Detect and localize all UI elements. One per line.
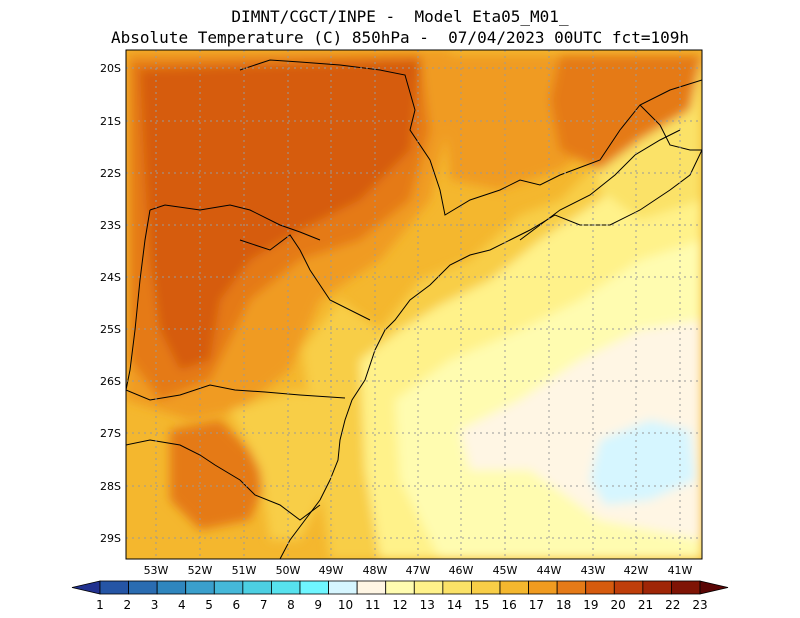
colorbar-label: 21 bbox=[638, 598, 653, 612]
lat-label: 25S bbox=[100, 323, 121, 336]
border-sc-rs bbox=[126, 439, 321, 521]
lat-label: 29S bbox=[100, 532, 121, 545]
lon-label: 43W bbox=[581, 564, 606, 577]
border-ms-sp bbox=[149, 204, 321, 241]
colorbar-swatch bbox=[271, 580, 301, 595]
colorbar-label: 4 bbox=[178, 598, 186, 612]
colorbar-right-arrow bbox=[699, 580, 729, 595]
colorbar-label: 5 bbox=[205, 598, 213, 612]
border-pr-sc bbox=[126, 384, 346, 401]
lat-label: 27S bbox=[100, 427, 121, 440]
field-zone-hot bbox=[140, 60, 420, 370]
colorbar-swatch bbox=[299, 580, 329, 595]
border-ms-west bbox=[126, 209, 151, 391]
latitude-labels: 20S 21S 22S 23S 24S 25S 26S 27S 28S 29S bbox=[100, 62, 121, 545]
colorbar-label: 22 bbox=[665, 598, 680, 612]
lat-label: 23S bbox=[100, 219, 121, 232]
lon-label: 44W bbox=[537, 564, 562, 577]
colorbar-swatch bbox=[185, 580, 215, 595]
colorbar-label: 18 bbox=[556, 598, 571, 612]
border-pr-sp bbox=[239, 234, 371, 321]
colorbar-swatch bbox=[528, 580, 558, 595]
colorbar-swatch bbox=[556, 580, 587, 595]
field-zone-sw-gold bbox=[230, 390, 340, 540]
lon-label: 49W bbox=[319, 564, 344, 577]
lon-label: 48W bbox=[363, 564, 388, 577]
lat-label: 21S bbox=[100, 115, 121, 128]
field-zone-ne-warm bbox=[550, 55, 702, 170]
gridlines bbox=[126, 50, 702, 559]
colorbar-label: 9 bbox=[314, 598, 322, 612]
colorbar-labels: 1 2 3 4 5 6 7 8 9 10 11 12 13 14 15 16 17 18 19 20 21 22 23 bbox=[96, 598, 707, 612]
colorbar-label: 10 bbox=[338, 598, 353, 612]
colorbar bbox=[71, 580, 729, 595]
colorbar-swatch bbox=[471, 580, 501, 595]
colorbar-swatch bbox=[413, 580, 444, 595]
colorbar-label: 17 bbox=[529, 598, 544, 612]
colorbar-label: 16 bbox=[501, 598, 516, 612]
field-zone-sw-warm bbox=[170, 420, 270, 530]
colorbar-swatch bbox=[156, 580, 187, 595]
colorbar-swatch bbox=[356, 580, 387, 595]
colorbar-label: 11 bbox=[365, 598, 380, 612]
longitude-labels: 53W 52W 51W 50W 49W 48W 47W 46W 45W 44W … bbox=[144, 564, 693, 577]
colorbar-label: 23 bbox=[692, 598, 707, 612]
lon-label: 42W bbox=[624, 564, 649, 577]
colorbar-label: 2 bbox=[123, 598, 131, 612]
border-mg-rj bbox=[519, 129, 681, 241]
lon-label: 45W bbox=[493, 564, 518, 577]
colorbar-swatch bbox=[128, 580, 158, 595]
colorbar-swatch bbox=[585, 580, 615, 595]
lon-label: 46W bbox=[449, 564, 474, 577]
map-frame bbox=[125, 49, 703, 560]
colorbar-label: 20 bbox=[611, 598, 626, 612]
map-title-line1: DIMNT/CGCT/INPE - Model Eta05_M01_ bbox=[231, 7, 569, 26]
colorbar-swatch bbox=[213, 580, 244, 595]
colorbar-label: 7 bbox=[260, 598, 268, 612]
lon-label: 52W bbox=[188, 564, 213, 577]
lat-label: 28S bbox=[100, 480, 121, 493]
colorbar-swatch bbox=[328, 580, 358, 595]
colorbar-label: 8 bbox=[287, 598, 295, 612]
colorbar-swatch bbox=[642, 580, 672, 595]
colorbar-swatch bbox=[99, 580, 129, 595]
colorbar-label: 12 bbox=[392, 598, 407, 612]
colorbar-swatch bbox=[385, 580, 415, 595]
temperature-field bbox=[126, 50, 702, 559]
lon-label: 50W bbox=[276, 564, 301, 577]
field-zone-cool bbox=[590, 420, 695, 505]
map-title-line2: Absolute Temperature (C) 850hPa - 07/04/… bbox=[111, 28, 689, 47]
colorbar-label: 15 bbox=[474, 598, 489, 612]
border-sp-mg bbox=[239, 59, 702, 216]
colorbar-swatch bbox=[242, 580, 272, 595]
colorbar-label: 13 bbox=[420, 598, 435, 612]
lat-label: 26S bbox=[100, 375, 121, 388]
lat-label: 22S bbox=[100, 167, 121, 180]
lat-label: 24S bbox=[100, 271, 121, 284]
colorbar-label: 1 bbox=[96, 598, 104, 612]
lon-label: 47W bbox=[406, 564, 431, 577]
colorbar-label: 3 bbox=[151, 598, 159, 612]
colorbar-label: 14 bbox=[447, 598, 462, 612]
lat-label: 20S bbox=[100, 62, 121, 75]
colorbar-swatch bbox=[442, 580, 472, 595]
colorbar-swatch bbox=[671, 580, 701, 595]
lon-label: 53W bbox=[144, 564, 169, 577]
colorbar-swatch bbox=[613, 580, 644, 595]
lon-label: 41W bbox=[668, 564, 693, 577]
colorbar-label: 19 bbox=[583, 598, 598, 612]
lon-label: 51W bbox=[232, 564, 257, 577]
colorbar-label: 6 bbox=[233, 598, 241, 612]
colorbar-left-arrow bbox=[71, 580, 101, 595]
border-mg-es bbox=[639, 104, 702, 151]
colorbar-swatch bbox=[499, 580, 529, 595]
